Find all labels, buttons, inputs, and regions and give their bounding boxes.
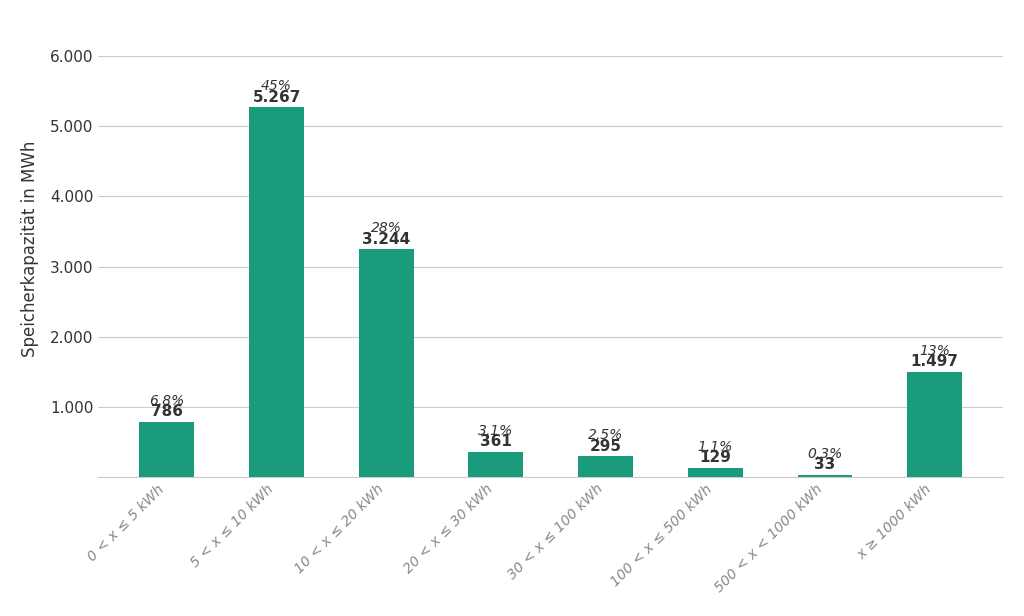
Bar: [579, 456, 633, 477]
Text: 295: 295: [590, 439, 622, 453]
Text: 28%: 28%: [371, 221, 401, 235]
Text: 33: 33: [814, 457, 836, 472]
Bar: [468, 452, 523, 477]
Bar: [358, 249, 414, 477]
Bar: [798, 475, 852, 477]
Bar: [249, 107, 304, 477]
Text: 361: 361: [480, 434, 512, 449]
Text: 6,8%: 6,8%: [150, 394, 184, 408]
Bar: [688, 468, 742, 477]
Text: 13%: 13%: [920, 344, 950, 358]
Text: 786: 786: [151, 404, 183, 419]
Text: 1.497: 1.497: [910, 354, 958, 369]
Text: 1,1%: 1,1%: [697, 440, 733, 454]
Text: 3.244: 3.244: [362, 232, 411, 246]
Bar: [907, 372, 962, 477]
Text: 129: 129: [699, 450, 731, 465]
Text: 2,5%: 2,5%: [588, 428, 624, 442]
Bar: [139, 422, 195, 477]
Text: 45%: 45%: [261, 79, 292, 94]
Text: 5.267: 5.267: [252, 89, 301, 105]
Y-axis label: Speicherkapazität in MWh: Speicherkapazität in MWh: [20, 141, 39, 357]
Text: 3,1%: 3,1%: [478, 424, 513, 438]
Text: 0,3%: 0,3%: [807, 447, 843, 461]
